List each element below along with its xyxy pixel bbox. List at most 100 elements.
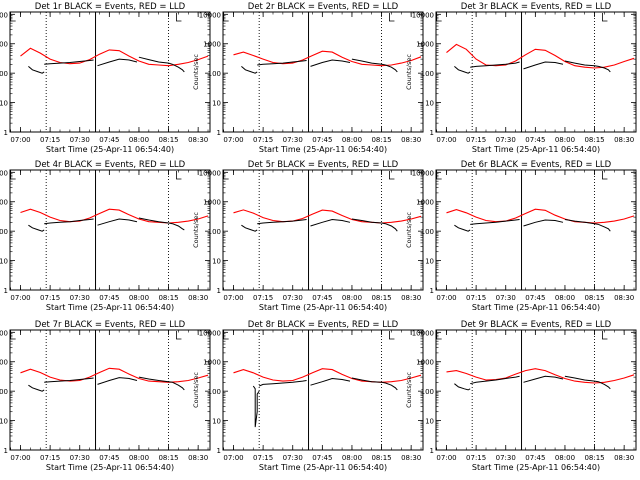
bracket-marker	[602, 331, 608, 340]
bracket-marker	[602, 171, 608, 180]
x-tick-label: 08:15	[158, 136, 178, 144]
y-axis-label: Counts/sec	[192, 54, 200, 90]
lld-series-line	[446, 368, 635, 384]
y-tick-label: 10	[425, 100, 434, 108]
events-series-segment	[138, 56, 173, 65]
y-tick-label: 10	[425, 418, 434, 426]
events-series-segment	[241, 224, 258, 232]
events-series-segment	[257, 219, 307, 225]
y-tick-label: 1	[4, 287, 8, 295]
y-tick-label: 100	[208, 70, 221, 78]
y-tick-label: 10	[425, 258, 434, 266]
bracket-marker	[436, 331, 442, 340]
y-axis-label: Counts/sec	[405, 372, 413, 408]
x-tick-label: 07:45	[312, 454, 332, 462]
events-series-segment	[138, 376, 173, 383]
events-series-segment	[138, 217, 173, 225]
x-tick-label: 07:00	[436, 136, 456, 144]
x-tick-label: 07:00	[10, 454, 30, 462]
panel-title: Det 1r BLACK = Events, RED = LLD	[35, 2, 186, 12]
x-tick-label: 08:00	[129, 136, 149, 144]
x-tick-label: 07:15	[40, 454, 60, 462]
bracket-marker	[176, 171, 182, 180]
events-series-segment	[385, 223, 398, 232]
lld-series-line	[233, 368, 422, 383]
events-series-segment	[172, 381, 185, 391]
detector-panel: Det 6r BLACK = Events, RED = LLD Counts/s…	[405, 160, 637, 312]
events-series-segment	[172, 223, 185, 231]
x-axis-label: Start Time (25-Apr-11 06:54:40)	[472, 303, 600, 312]
events-series-segment	[257, 60, 307, 66]
detector-panel: Det 5r BLACK = Events, RED = LLD Counts/s…	[192, 160, 424, 312]
y-tick-label: 10000	[0, 169, 8, 177]
x-tick-label: 08:15	[371, 136, 391, 144]
events-series-segment	[310, 59, 351, 67]
detector-panel: Det 1r BLACK = Events, RED = LLD Counts/s…	[0, 2, 211, 154]
y-tick-label: 100	[421, 228, 434, 236]
y-tick-label: 1000	[0, 359, 8, 367]
bracket-marker	[389, 171, 395, 180]
x-tick-label: 08:30	[614, 294, 634, 302]
x-tick-label: 07:15	[253, 294, 273, 302]
x-tick-label: 08:15	[371, 294, 391, 302]
x-tick-label: 08:00	[342, 294, 362, 302]
x-tick-label: 08:30	[401, 136, 421, 144]
x-tick-label: 08:15	[158, 454, 178, 462]
x-tick-label: 07:45	[525, 454, 545, 462]
x-tick-label: 08:15	[584, 454, 604, 462]
events-series-segment	[470, 219, 520, 225]
lld-series-line	[233, 209, 422, 224]
bracket-marker	[602, 13, 608, 22]
bracket-marker	[176, 13, 182, 22]
y-tick-label: 1000	[0, 199, 8, 207]
events-series-segment	[523, 61, 564, 70]
events-series-segment	[97, 377, 138, 385]
y-axis-label: Counts/sec	[405, 54, 413, 90]
events-series-segment	[598, 223, 611, 232]
x-tick-label: 08:15	[584, 294, 604, 302]
plot-frame	[222, 169, 424, 291]
x-tick-label: 08:15	[584, 136, 604, 144]
x-tick-label: 08:00	[129, 454, 149, 462]
x-tick-label: 07:30	[70, 136, 90, 144]
x-axis-label: Start Time (25-Apr-11 06:54:40)	[259, 145, 387, 154]
events-series-segment	[241, 66, 258, 74]
events-series-segment	[259, 380, 307, 387]
y-tick-label: 1	[4, 129, 8, 137]
panel-title: Det 5r BLACK = Events, RED = LLD	[248, 160, 399, 170]
detector-panel: Det 3r BLACK = Events, RED = LLD Counts/s…	[405, 2, 637, 154]
events-series-segment	[28, 224, 45, 232]
detector-panel: Det 7r BLACK = Events, RED = LLD Counts/s…	[0, 320, 211, 472]
events-series-segment	[351, 218, 386, 225]
detector-panel: Det 8r BLACK = Events, RED = LLD Counts/s…	[192, 320, 424, 472]
x-tick-label: 07:15	[40, 294, 60, 302]
events-series-segment	[470, 375, 520, 385]
panel-title: Det 8r BLACK = Events, RED = LLD	[248, 320, 399, 330]
bracket-marker	[389, 13, 395, 22]
y-tick-label: 10	[0, 258, 8, 266]
y-tick-label: 10	[0, 100, 8, 108]
plot-frame	[435, 169, 637, 291]
detector-panel: Det 4r BLACK = Events, RED = LLD Counts/s…	[0, 160, 211, 312]
events-series-segment	[523, 375, 564, 383]
plot-frame	[222, 11, 424, 133]
x-tick-label: 07:30	[70, 454, 90, 462]
events-series-segment	[385, 64, 398, 73]
events-series-segment	[172, 63, 185, 73]
panel-title: Det 9r BLACK = Events, RED = LLD	[461, 320, 612, 330]
x-tick-label: 08:00	[342, 454, 362, 462]
bracket-marker	[436, 13, 442, 22]
x-tick-label: 07:45	[525, 136, 545, 144]
events-series-segment	[454, 224, 471, 232]
y-axis-label: Counts/sec	[192, 212, 200, 248]
y-tick-label: 10000	[0, 329, 8, 337]
x-tick-label: 07:00	[436, 454, 456, 462]
y-tick-label: 10000	[199, 329, 221, 337]
x-axis-label: Start Time (25-Apr-11 06:54:40)	[46, 303, 174, 312]
y-tick-label: 10000	[0, 11, 8, 19]
y-tick-label: 1000	[203, 41, 221, 49]
x-tick-label: 07:45	[99, 454, 119, 462]
events-series-segment	[252, 385, 260, 428]
y-tick-label: 1	[4, 447, 8, 455]
